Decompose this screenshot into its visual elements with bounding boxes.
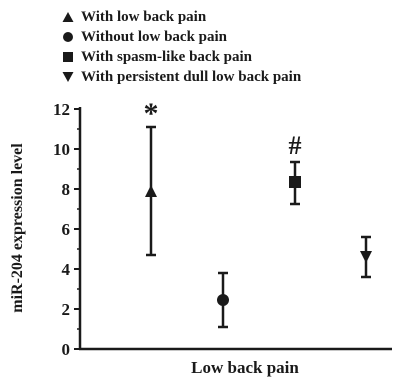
axes: 0 2 4 6 8 10 12 — [53, 100, 392, 359]
legend-label: With persistent dull low back pain — [81, 69, 302, 85]
significance-annotation: # — [289, 131, 302, 160]
data-point-group — [217, 271, 229, 329]
y-tick-label: 0 — [62, 340, 71, 359]
chart-legend: With low back pain Without low back pain… — [61, 7, 301, 87]
triangle-up-icon — [62, 12, 74, 22]
legend-label: With spasm-like back pain — [81, 49, 253, 65]
y-tick-label: 8 — [62, 180, 71, 199]
legend-item-without-low-back-pain: Without low back pain — [61, 27, 301, 47]
data-point — [217, 294, 229, 306]
significance-annotation: * — [144, 97, 159, 130]
y-axis-label: miR-204 expression level — [9, 143, 26, 313]
square-icon — [63, 52, 73, 62]
y-tick-label: 4 — [62, 260, 71, 279]
legend-item-with-low-back-pain: With low back pain — [61, 7, 301, 27]
y-tick-label: 6 — [62, 220, 71, 239]
data-point-group: * — [144, 97, 159, 257]
legend-label: With low back pain — [81, 9, 207, 25]
triangle-down-icon — [62, 72, 74, 82]
data-point — [360, 251, 372, 263]
circle-icon — [63, 32, 73, 42]
y-tick-label: 2 — [62, 300, 71, 319]
y-tick-label: 10 — [53, 140, 70, 159]
data-point — [289, 176, 301, 188]
data-point-group — [360, 235, 372, 279]
legend-item-with-spasm-like-back-pain: With spasm-like back pain — [61, 47, 301, 67]
data-point — [145, 185, 157, 197]
x-axis-label: Low back pain — [191, 358, 299, 377]
legend-label: Without low back pain — [81, 29, 228, 45]
legend-item-with-persistent-dull-low-back-pain: With persistent dull low back pain — [61, 67, 301, 87]
y-tick-label: 12 — [53, 100, 70, 119]
data-marks: *# — [144, 97, 372, 329]
data-point-group: # — [289, 131, 302, 206]
